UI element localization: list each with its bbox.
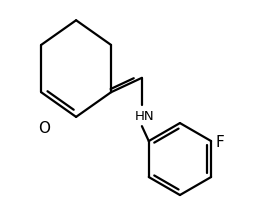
Text: F: F [215, 134, 224, 149]
Text: HN: HN [134, 110, 154, 123]
Text: O: O [38, 120, 50, 135]
